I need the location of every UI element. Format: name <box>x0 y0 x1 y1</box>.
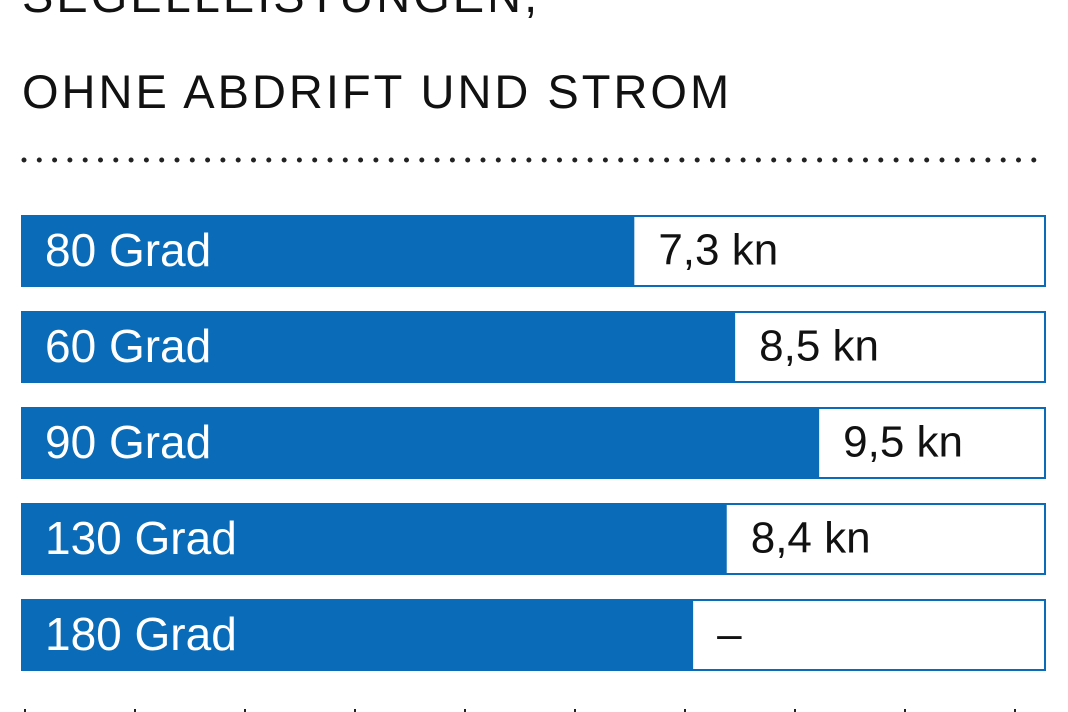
bar <box>21 503 727 575</box>
value-label: 9,5 kn <box>843 418 963 467</box>
value-label: 7,3 kn <box>658 226 778 275</box>
chart-subtitle: OHNE ABDRIFT UND STROM <box>22 65 732 118</box>
value-label: 8,5 kn <box>759 322 879 371</box>
value-label: – <box>717 610 742 659</box>
value-label: 8,4 kn <box>751 514 871 563</box>
bar <box>21 215 635 287</box>
category-label: 180 Grad <box>45 608 237 660</box>
category-label: 90 Grad <box>45 416 211 468</box>
bar <box>21 311 736 383</box>
bar <box>21 407 820 479</box>
category-label: 130 Grad <box>45 512 237 564</box>
bar <box>21 599 694 671</box>
category-label: 80 Grad <box>45 224 211 276</box>
category-label: 60 Grad <box>45 320 211 372</box>
chart-title: SEGELLEISTUNGEN, <box>22 0 540 22</box>
